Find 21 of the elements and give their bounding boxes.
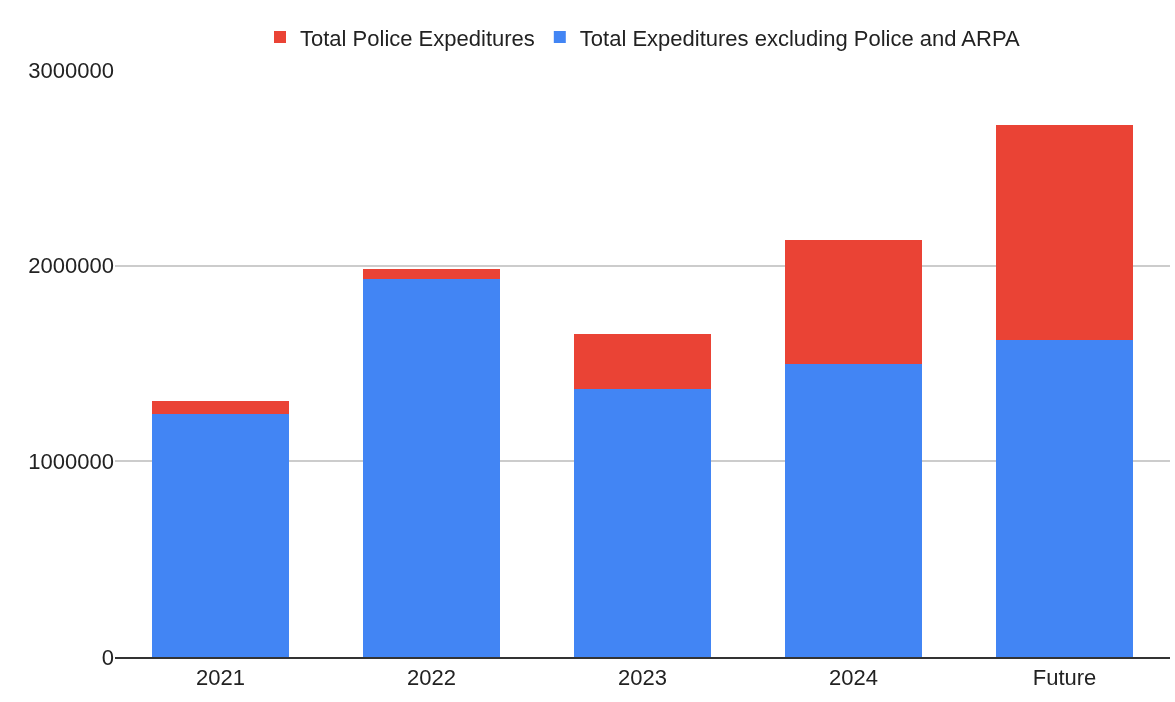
x-tick-label: 2023 xyxy=(618,665,667,691)
y-tick-label: 0 xyxy=(101,644,114,670)
x-tick-label: 2021 xyxy=(196,665,245,691)
x-tick-label: 2024 xyxy=(829,665,878,691)
y-tick-label: 1000000 xyxy=(28,449,114,475)
bar xyxy=(573,334,712,389)
bar xyxy=(995,124,1134,341)
bar xyxy=(573,388,712,657)
bar xyxy=(784,364,923,657)
x-tick-label: Future xyxy=(1032,665,1097,691)
x-tick-label: 2022 xyxy=(407,665,456,691)
bar xyxy=(995,340,1134,657)
bar xyxy=(362,279,501,657)
bar xyxy=(151,413,290,657)
y-tick-label: 2000000 xyxy=(28,253,114,279)
bar xyxy=(784,240,923,365)
y-tick-label: 3000000 xyxy=(28,57,114,83)
legend-label: Total Police Expeditures xyxy=(300,25,535,51)
legend-label: Total Expeditures excluding Police and ARPA xyxy=(579,25,1020,51)
bar xyxy=(151,401,290,414)
bar xyxy=(362,269,501,280)
